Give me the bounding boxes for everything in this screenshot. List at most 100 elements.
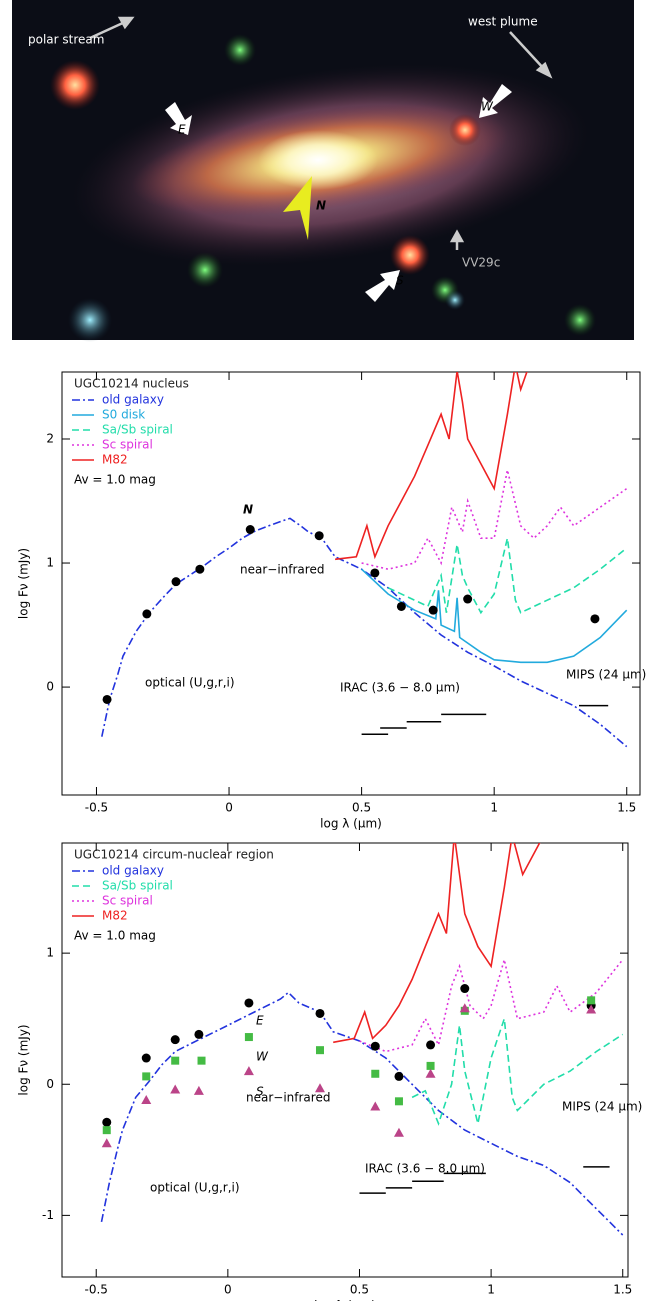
annotation: MIPS (24 μm): [562, 1100, 642, 1114]
data-point: [102, 1117, 112, 1127]
legend-label: Sc spiral: [102, 438, 153, 452]
data-point: [587, 996, 596, 1005]
annotation: IRAC (3.6 − 8.0 μm): [365, 1162, 485, 1176]
data-point: [101, 1138, 112, 1148]
data-point: [394, 1071, 404, 1081]
legend-note: Av = 1.0 mag: [74, 473, 156, 487]
x-tick-label: 0: [225, 801, 233, 815]
image-label: polar stream: [28, 33, 104, 47]
annotation: near−infrared: [240, 563, 324, 577]
series-line: [411, 1018, 624, 1126]
data-point: [314, 1083, 325, 1093]
data-point: [371, 1069, 380, 1078]
chart-title: UGC10214 nucleus: [74, 377, 189, 391]
plot-frame: [61, 842, 629, 1278]
data-point: [171, 1056, 180, 1065]
legend-label: Sc spiral: [102, 894, 153, 908]
galaxy-image: [12, 0, 634, 342]
plot-area: [101, 372, 628, 748]
annotation: MIPS (24 μm): [566, 668, 646, 682]
series-line: [333, 843, 541, 1044]
annotation: optical (U,g,r,i): [150, 1181, 240, 1195]
y-tick-label: 0: [46, 1077, 54, 1091]
annotation: E: [256, 1014, 264, 1028]
y-tick-label: 2: [46, 431, 54, 445]
data-point: [370, 568, 380, 578]
data-point: [102, 694, 112, 704]
y-tick-label: 1: [46, 556, 54, 570]
annotation: W: [256, 1050, 269, 1064]
chart-title: UGC10214 circum-nuclear region: [74, 848, 274, 862]
data-point: [586, 1004, 597, 1014]
legend-label: Sa/Sb spiral: [102, 879, 173, 893]
data-point: [141, 1053, 151, 1063]
x-tick-label: 0.5: [352, 801, 371, 815]
x-axis-label: log λ (μm): [320, 817, 382, 831]
data-point: [142, 1072, 151, 1081]
annotation: optical (U,g,r,i): [145, 676, 235, 690]
data-point: [141, 1094, 152, 1104]
data-point: [315, 1046, 324, 1055]
series-line: [100, 991, 624, 1236]
plot-frame: [61, 371, 641, 796]
image-label: VV29c: [462, 256, 500, 270]
data-point: [460, 984, 470, 994]
plot-area: [100, 843, 624, 1236]
data-point: [197, 1056, 206, 1065]
legend-label: Sa/Sb spiral: [102, 423, 173, 437]
legend-note: Av = 1.0 mag: [74, 929, 156, 943]
y-tick-label: 0: [46, 680, 54, 694]
data-point: [170, 1084, 181, 1094]
data-point: [394, 1097, 403, 1106]
x-tick-label: 1: [490, 801, 498, 815]
legend-label: old galaxy: [102, 864, 164, 878]
data-point: [426, 1040, 436, 1050]
legend-label: old galaxy: [102, 393, 164, 407]
x-tick-label: 0.5: [350, 1283, 369, 1297]
annotation: IRAC (3.6 − 8.0 μm): [340, 681, 460, 695]
y-tick-label: -1: [42, 1208, 54, 1222]
data-point: [171, 577, 181, 587]
x-tick-label: -0.5: [85, 1283, 108, 1297]
series-line: [101, 517, 628, 748]
data-point: [393, 1127, 404, 1137]
annotation: N: [243, 503, 253, 517]
data-point: [315, 1008, 325, 1018]
data-point: [193, 1085, 204, 1095]
legend-label: M82: [102, 453, 128, 467]
data-point: [244, 998, 254, 1008]
x-tick-label: 1: [487, 1283, 495, 1297]
image-label: E: [178, 123, 186, 137]
x-tick-label: -0.5: [85, 801, 108, 815]
y-tick-label: 1: [46, 946, 54, 960]
y-axis-label: log Fν (mJy): [17, 1024, 31, 1095]
data-point: [428, 605, 438, 615]
data-point: [245, 525, 255, 535]
data-point: [170, 1035, 180, 1045]
data-point: [244, 1033, 253, 1042]
image-label: N: [316, 199, 326, 213]
annotation: near−infrared: [246, 1091, 330, 1105]
data-point: [370, 1041, 380, 1051]
x-tick-label: 0: [224, 1283, 232, 1297]
x-axis-label: log λ (μm): [314, 1299, 376, 1301]
annotation: S: [256, 1085, 264, 1099]
data-point: [314, 531, 324, 541]
data-point: [142, 609, 152, 619]
data-point: [243, 1066, 254, 1076]
series-line: [361, 568, 628, 664]
data-point: [396, 601, 406, 611]
data-point: [370, 1101, 381, 1111]
x-tick-label: 1.5: [613, 1283, 632, 1297]
image-label: W: [481, 100, 494, 114]
data-point: [590, 614, 600, 624]
data-point: [195, 564, 205, 574]
legend-label: M82: [102, 909, 128, 923]
data-point: [425, 1068, 436, 1078]
legend-label: S0 disk: [102, 408, 145, 422]
data-point: [426, 1061, 435, 1070]
y-axis-label: log Fν (mJy): [17, 548, 31, 619]
series-line: [335, 372, 528, 561]
data-point: [194, 1029, 204, 1039]
